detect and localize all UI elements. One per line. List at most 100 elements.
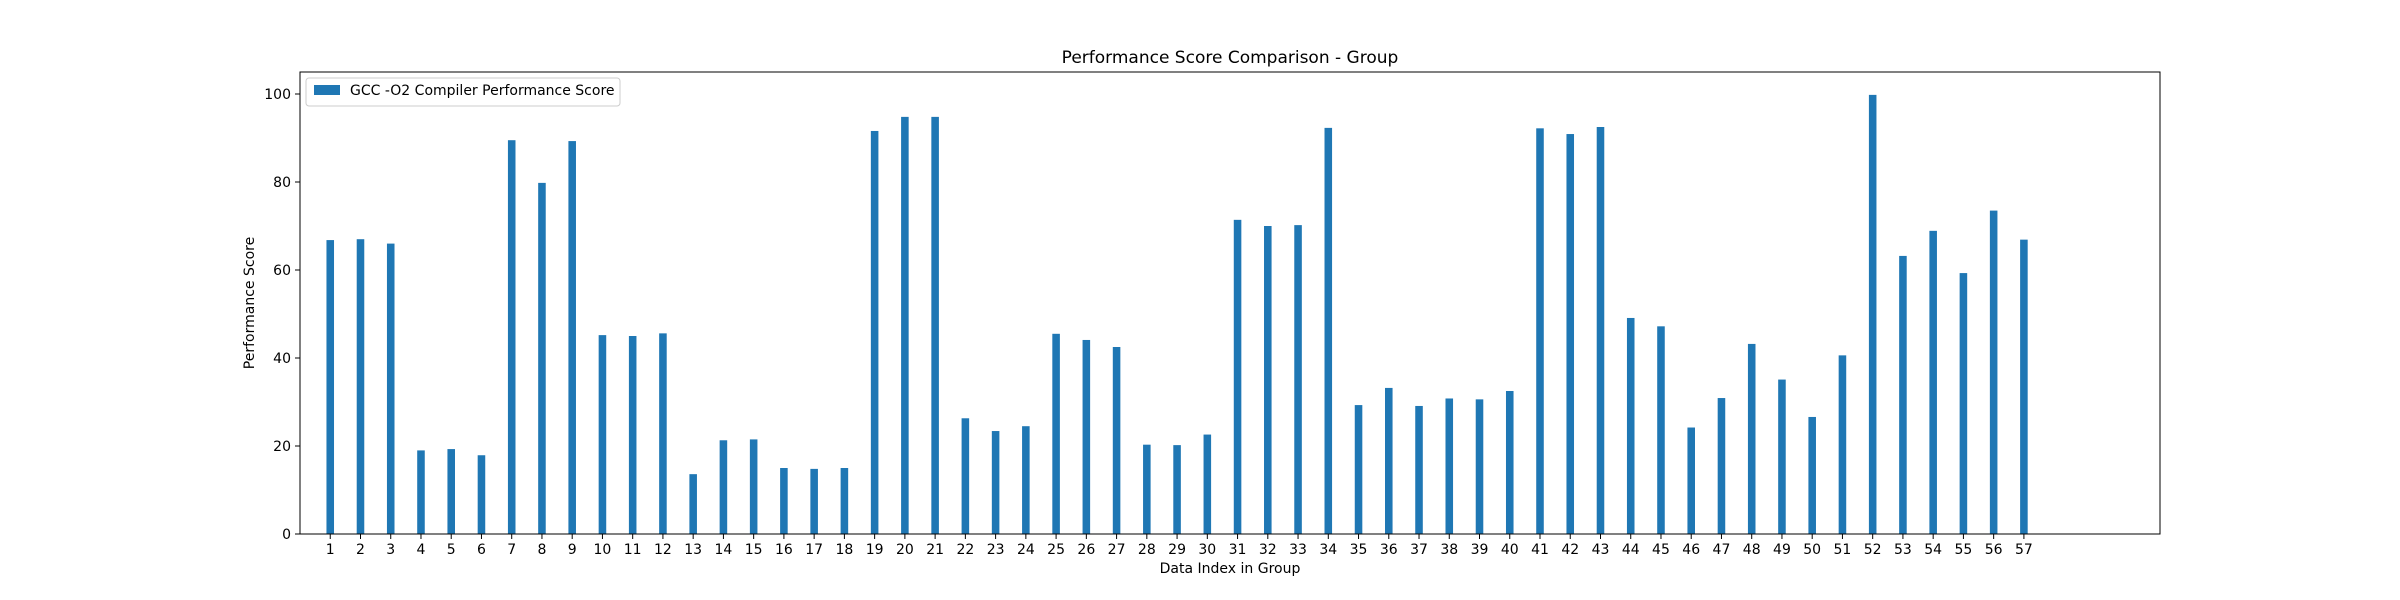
x-tick-label: 23 xyxy=(987,542,1005,558)
bar-40 xyxy=(1505,391,1514,534)
bar-23 xyxy=(991,431,1000,534)
bar-33 xyxy=(1294,225,1302,534)
bars-group xyxy=(326,94,2028,535)
bar-54 xyxy=(1929,230,1937,534)
x-tick-label: 36 xyxy=(1380,542,1398,558)
x-tick-label: 45 xyxy=(1652,542,1670,558)
y-tick-label: 100 xyxy=(264,87,291,103)
bar-9 xyxy=(568,141,576,534)
bar-42 xyxy=(1566,134,1575,535)
x-tick-label: 33 xyxy=(1289,542,1307,558)
bar-50 xyxy=(1808,416,1816,534)
bar-24 xyxy=(1022,426,1030,534)
bar-32 xyxy=(1264,226,1272,534)
x-tick-label: 53 xyxy=(1894,542,1912,558)
plot-area-frame xyxy=(299,71,2161,535)
x-tick-label: 32 xyxy=(1259,542,1277,558)
bar-15 xyxy=(749,439,758,534)
x-tick-label: 7 xyxy=(507,542,516,558)
x-tick-label: 31 xyxy=(1229,542,1247,558)
bar-55 xyxy=(1959,273,1968,534)
bar-46 xyxy=(1687,427,1695,534)
x-tick-label: 30 xyxy=(1198,542,1216,558)
bar-36 xyxy=(1385,387,1393,534)
bar-43 xyxy=(1596,127,1605,534)
x-tick-label: 28 xyxy=(1138,542,1156,558)
x-tick-label: 13 xyxy=(684,542,702,558)
x-tick-label: 40 xyxy=(1501,542,1519,558)
y-tick-label: 40 xyxy=(273,351,291,367)
bar-6 xyxy=(477,455,486,534)
x-tick-label: 6 xyxy=(477,542,486,558)
bar-12 xyxy=(659,333,667,534)
legend-label: GCC -O2 Compiler Performance Score xyxy=(350,83,615,99)
bar-14 xyxy=(719,440,728,534)
x-tick-label: 19 xyxy=(866,542,884,558)
x-tick-label: 26 xyxy=(1077,542,1095,558)
x-tick-label: 51 xyxy=(1834,542,1852,558)
x-tick-label: 10 xyxy=(594,542,612,558)
x-tick-label: 25 xyxy=(1047,542,1065,558)
bar-1 xyxy=(326,240,335,534)
x-tick-label: 12 xyxy=(654,542,672,558)
x-tick-label: 18 xyxy=(835,542,853,558)
x-tick-label: 5 xyxy=(447,542,456,558)
x-axis-label: Data Index in Group xyxy=(1160,561,1301,577)
bar-57 xyxy=(2020,239,2028,534)
x-tick-label: 41 xyxy=(1531,542,1549,558)
bar-11 xyxy=(628,336,637,534)
x-tick-label: 57 xyxy=(2015,542,2033,558)
bar-17 xyxy=(810,468,818,534)
legend-swatch xyxy=(314,85,340,95)
bar-4 xyxy=(417,450,425,534)
bar-30 xyxy=(1203,434,1212,534)
bar-27 xyxy=(1112,347,1121,534)
x-tick-label: 1 xyxy=(326,542,335,558)
x-tick-label: 42 xyxy=(1561,542,1579,558)
bar-7 xyxy=(507,140,516,534)
x-tick-label: 52 xyxy=(1864,542,1882,558)
bar-13 xyxy=(689,474,697,534)
bar-16 xyxy=(780,468,788,534)
bar-35 xyxy=(1354,405,1363,534)
x-tick-label: 39 xyxy=(1471,542,1489,558)
bar-3 xyxy=(386,243,395,534)
x-tick-label: 2 xyxy=(356,542,365,558)
bar-29 xyxy=(1173,445,1181,534)
legend: GCC -O2 Compiler Performance Score xyxy=(305,77,621,107)
x-tick-label: 27 xyxy=(1108,542,1126,558)
bar-41 xyxy=(1536,128,1544,534)
bar-34 xyxy=(1324,127,1333,534)
x-tick-label: 35 xyxy=(1350,542,1368,558)
x-tick-label: 29 xyxy=(1168,542,1186,558)
x-tick-label: 20 xyxy=(896,542,914,558)
x-tick-label: 22 xyxy=(956,542,974,558)
x-tick-label: 16 xyxy=(775,542,793,558)
bar-37 xyxy=(1415,405,1423,534)
bar-44 xyxy=(1626,317,1635,534)
x-tick-label: 8 xyxy=(537,542,546,558)
x-tick-label: 3 xyxy=(386,542,395,558)
x-tick-label: 55 xyxy=(1955,542,1973,558)
bar-26 xyxy=(1082,339,1091,534)
x-tick-label: 38 xyxy=(1440,542,1458,558)
bar-48 xyxy=(1747,343,1756,534)
y-tick-label: 0 xyxy=(282,527,291,543)
bar-31 xyxy=(1233,219,1242,534)
bar-52 xyxy=(1868,94,1877,534)
bar-8 xyxy=(538,182,546,534)
bar-25 xyxy=(1052,333,1060,534)
x-tick-label: 54 xyxy=(1924,542,1942,558)
y-tick-label: 60 xyxy=(273,263,291,279)
bar-53 xyxy=(1899,255,1907,535)
bar-38 xyxy=(1445,398,1454,534)
y-axis-label: Performance Score xyxy=(242,237,258,369)
x-tick-label: 4 xyxy=(417,542,426,558)
bar-51 xyxy=(1838,355,1847,534)
x-tick-label: 21 xyxy=(926,542,944,558)
x-tick-label: 11 xyxy=(624,542,642,558)
x-tick-label: 49 xyxy=(1773,542,1791,558)
x-tick-label: 56 xyxy=(1985,542,2003,558)
x-tick-label: 14 xyxy=(715,542,733,558)
bar-56 xyxy=(1989,210,1998,534)
